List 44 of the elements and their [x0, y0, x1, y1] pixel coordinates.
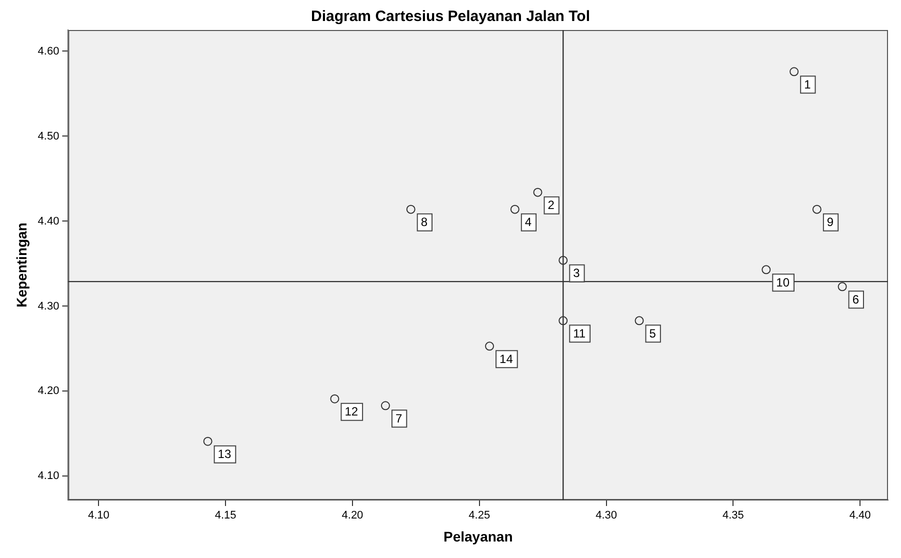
x-tick-label: 4.20 — [342, 510, 364, 522]
y-tick-label: 4.50 — [38, 130, 60, 142]
point — [380, 401, 390, 410]
annotation: 3 — [573, 266, 580, 280]
x-tick-label: 4.15 — [214, 510, 236, 522]
point — [558, 316, 568, 326]
point — [838, 282, 847, 292]
x-tick-label: 4.25 — [468, 510, 490, 522]
point — [762, 265, 771, 274]
annotation: 6 — [852, 292, 860, 306]
point — [203, 436, 212, 446]
annotation: 8 — [420, 215, 428, 230]
y-tick-label: 4.40 — [38, 215, 60, 228]
annotation: 7 — [395, 411, 402, 426]
point — [558, 256, 568, 265]
point — [510, 204, 520, 214]
annotation: 12 — [344, 404, 358, 419]
annotation: 11 — [573, 326, 586, 340]
annotation: 1 — [804, 77, 812, 92]
annotation: 9 — [826, 215, 834, 230]
y-tick-label: 4.30 — [38, 300, 60, 312]
annotation: 10 — [776, 275, 790, 290]
point — [406, 204, 416, 214]
point — [533, 188, 542, 197]
point — [330, 394, 340, 404]
y-axis-title: Kepentingan — [13, 222, 30, 308]
point — [812, 204, 822, 214]
y-tick-label: 4.20 — [38, 385, 60, 398]
y-tick-label: 4.10 — [38, 470, 60, 482]
annotation: 4 — [524, 215, 532, 230]
chart-title: Diagram Cartesius Pelayanan Jalan Tol — [310, 8, 590, 26]
x-tick-label: 4.40 — [849, 510, 871, 522]
annotation: 13 — [218, 447, 232, 462]
annotation: 5 — [649, 326, 656, 340]
annotation: 14 — [500, 352, 514, 366]
x-tick-label: 4.35 — [722, 510, 744, 522]
annotation: 2 — [548, 198, 555, 212]
x-tick-label: 4.10 — [88, 510, 110, 522]
point — [634, 316, 644, 326]
point — [485, 342, 494, 351]
y-tick-label: 4.60 — [38, 45, 60, 58]
x-tick-label: 4.30 — [596, 510, 617, 522]
point — [790, 67, 799, 76]
x-axis-title: Pelayanan — [443, 528, 513, 544]
